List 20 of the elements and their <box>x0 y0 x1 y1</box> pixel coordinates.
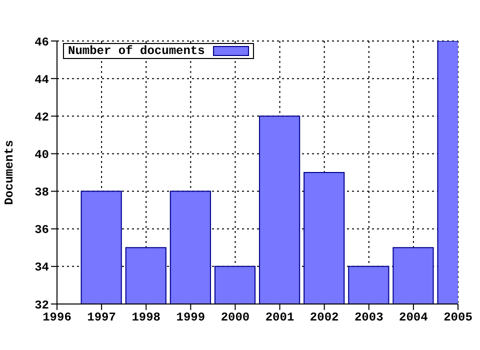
x-tick-label: 1999 <box>176 310 206 325</box>
x-tick-label: 2005 <box>444 310 472 325</box>
x-tick-label: 2002 <box>310 310 339 325</box>
x-tick-label: 2001 <box>265 310 294 325</box>
y-tick-label: 46 <box>34 35 49 50</box>
x-tick-label: 1996 <box>42 310 72 325</box>
y-tick-label: 34 <box>34 260 49 275</box>
y-axis-title: Documents <box>2 140 16 205</box>
y-tick-label: 32 <box>34 298 49 312</box>
x-tick-label: 1998 <box>132 310 161 325</box>
x-tick-label: 1997 <box>87 310 116 325</box>
y-tick-label: 44 <box>34 72 49 87</box>
x-tick-label: 2003 <box>354 310 384 325</box>
x-tick-label: 2000 <box>220 310 250 325</box>
legend-label: Number of documents <box>68 44 205 58</box>
x-tick-label: 2004 <box>399 310 428 325</box>
y-tick-label: 42 <box>34 110 49 124</box>
y-tick-label: 36 <box>34 223 49 238</box>
y-tick-label: 40 <box>34 148 49 162</box>
y-tick-label: 38 <box>34 186 49 200</box>
